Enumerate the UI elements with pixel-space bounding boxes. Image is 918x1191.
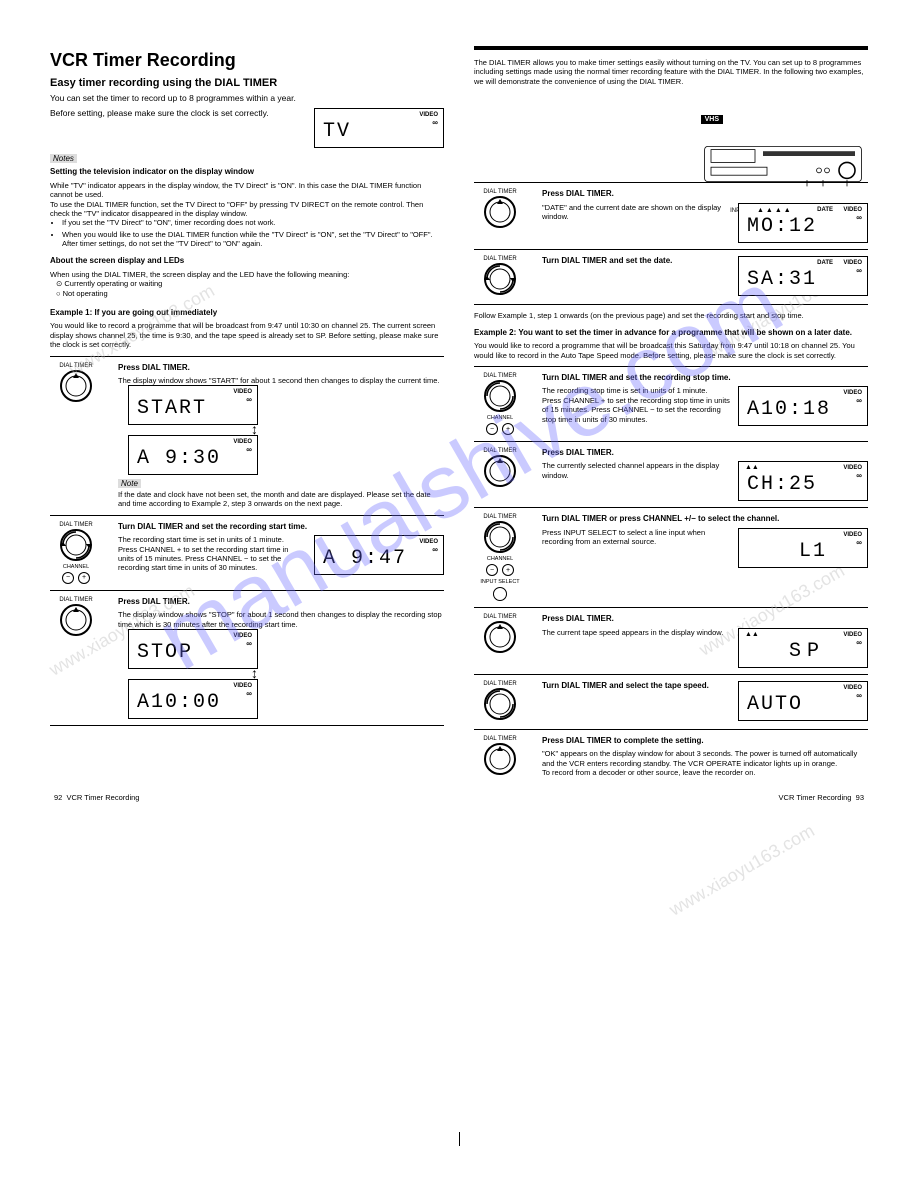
input-select-icon: [493, 587, 507, 601]
s10c: To record from a decoder or other source…: [542, 768, 868, 777]
dial-turn-icon-r2: DIAL TIMER CHANNEL −+: [474, 373, 526, 435]
vhs-badge: VHS: [701, 115, 723, 124]
lcd-tv: TV VIDEO∞: [314, 108, 444, 148]
about-bullet-1: ⊙ Currently operating or waiting: [56, 279, 444, 288]
page-number-left: 92: [54, 793, 62, 802]
dial-turn-icon-r3: DIAL TIMER CHANNEL −+ INPUT SELECT: [474, 514, 526, 601]
s1b: The display window shows "START" for abo…: [118, 376, 444, 385]
s8b: The current tape speed appears in the di…: [542, 628, 732, 668]
left-column: VCR Timer Recording Easy timer recording…: [50, 40, 444, 781]
r-step-turn-date: DIAL TIMER Turn DIAL TIMER and set the d…: [474, 256, 868, 298]
r-date-a: Press DIAL TIMER.: [542, 189, 868, 199]
ex1-heading: Example 1: If you are going out immediat…: [50, 308, 444, 318]
page: manualshive.com www.xiaoyu163.com www.xi…: [0, 0, 918, 1191]
s5c: Press CHANNEL + to set the recording sto…: [542, 396, 732, 424]
s5b: The recording stop time is set in units …: [542, 386, 732, 395]
intro-para-1: You can set the timer to record up to 8 …: [50, 93, 444, 104]
watermark-small-5: www.xiaoyu163.com: [666, 820, 819, 920]
lcd-tv-text: TV: [323, 120, 351, 143]
r-step-date: DIAL TIMER Press DIAL TIMER. "DATE" and …: [474, 189, 868, 242]
r-step-6: DIAL TIMER Press DIAL TIMER. The current…: [474, 448, 868, 501]
tvmode-note-2: When you would like to use the DIAL TIME…: [62, 230, 444, 249]
s1-note: If the date and clock have not been set,…: [118, 490, 444, 509]
ex2-body: You would like to record a programme tha…: [474, 341, 868, 360]
s6a: Press DIAL TIMER.: [542, 448, 868, 458]
dial-press-icon-r4: DIAL TIMER: [474, 736, 526, 776]
r-date-b: "DATE" and the current date are shown on…: [542, 203, 732, 243]
tvmode-note-1: If you set the "TV Direct" to "ON", time…: [62, 218, 444, 227]
dial-turn-icon-r4: DIAL TIMER: [474, 681, 526, 721]
dial-turn-icon-r1: DIAL TIMER: [474, 256, 526, 296]
r-turn-a: Turn DIAL TIMER and set the date.: [542, 256, 732, 293]
r-step-8: DIAL TIMER Press DIAL TIMER. The current…: [474, 614, 868, 667]
page-subtitle: Easy timer recording using the DIAL TIME…: [50, 77, 444, 89]
about-heading: About the screen display and LEDs: [50, 256, 444, 266]
lcd-stop: STOP VIDEO∞: [128, 629, 258, 669]
lcd-a947: A 9:47 VIDEO∞: [314, 535, 444, 575]
lcd-sa31: DATE SA:31 VIDEO∞: [738, 256, 868, 296]
page-title: VCR Timer Recording: [50, 50, 444, 71]
ch-minus-icon: −: [62, 572, 74, 584]
s8a: Press DIAL TIMER.: [542, 614, 868, 624]
s6b: The currently selected channel appears i…: [542, 461, 732, 501]
s10b: "OK" appears on the display window for a…: [542, 749, 868, 768]
right-column: The DIAL TIMER allows you to make timer …: [474, 40, 868, 781]
page-footer: 92 VCR Timer Recording VCR Timer Recordi…: [50, 793, 868, 802]
s2a: Turn DIAL TIMER and set the recording st…: [118, 522, 444, 532]
tvmode-p2: To use the DIAL TIMER function, set the …: [50, 200, 444, 219]
s7a: Turn DIAL TIMER or press CHANNEL +/− to …: [542, 514, 868, 524]
lcd-l1: L1 VIDEO∞: [738, 528, 868, 568]
lcd-sp: ▲▲ SP VIDEO∞: [738, 628, 868, 668]
lcd-start: START VIDEO∞: [128, 385, 258, 425]
r-step-10: DIAL TIMER Press DIAL TIMER to complete …: [474, 736, 868, 778]
ex1-body: You would like to record a programme tha…: [50, 321, 444, 349]
r-step-9: DIAL TIMER Turn DIAL TIMER and select th…: [474, 681, 868, 723]
s7b: Press INPUT SELECT to select a line inpu…: [542, 528, 732, 568]
dial-press-icon: DIAL TIMER: [50, 363, 102, 403]
s9: Turn DIAL TIMER and select the tape spee…: [542, 681, 732, 718]
ch-plus-icon: +: [78, 572, 90, 584]
s2b: The recording start time is set in units…: [118, 535, 306, 544]
footer-title-right: VCR Timer Recording: [779, 793, 852, 802]
step2: DIAL TIMER CHANNEL −+ Turn DIAL TIMER an…: [50, 522, 444, 584]
about-p1: When using the DIAL TIMER, the screen di…: [50, 270, 444, 279]
lcd-a1018: A10:18 VIDEO∞: [738, 386, 868, 426]
lcd-auto: AUTO VIDEO∞: [738, 681, 868, 721]
tvmode-heading: Setting the television indicator on the …: [50, 167, 444, 177]
s10a: Press DIAL TIMER to complete the setting…: [542, 736, 868, 746]
right-intro: The DIAL TIMER allows you to make timer …: [474, 58, 868, 86]
s5a: Turn DIAL TIMER and set the recording st…: [542, 373, 868, 383]
notes-badge: Notes: [50, 154, 77, 163]
page-number-right: 93: [856, 793, 864, 802]
dial-press-icon-r1: DIAL TIMER: [474, 189, 526, 229]
dial-press-icon-r3: DIAL TIMER: [474, 614, 526, 654]
s1a: Press DIAL TIMER.: [118, 363, 444, 373]
lcd-a930: A 9:30 VIDEO∞: [128, 435, 258, 475]
lcd-video-label: VIDEO∞: [419, 112, 438, 127]
dial-press-icon-2: DIAL TIMER: [50, 597, 102, 637]
lcd-ch25: ▲▲ CH:25 VIDEO∞: [738, 461, 868, 501]
lcd-a1000: A10:00 VIDEO∞: [128, 679, 258, 719]
lcd-mo12: ▲▲▲▲ DATE MO:12 VIDEO∞: [738, 203, 868, 243]
vcr-illustration: [703, 140, 863, 188]
step1: DIAL TIMER Press DIAL TIMER. The display…: [50, 363, 444, 509]
step3: DIAL TIMER Press DIAL TIMER. The display…: [50, 597, 444, 719]
s2c: Press CHANNEL + to set the recording sta…: [118, 545, 306, 573]
footer-title-left: VCR Timer Recording: [67, 793, 140, 802]
arrow-updown-2: ↕: [251, 669, 258, 679]
tvmode-notes: If you set the "TV Direct" to "ON", time…: [50, 218, 444, 248]
r-step-7: DIAL TIMER CHANNEL −+ INPUT SELECT Turn …: [474, 514, 868, 601]
notes-badge-2: Note: [118, 479, 141, 488]
r-step-5: DIAL TIMER CHANNEL −+ Turn DIAL TIMER an…: [474, 373, 868, 435]
dial-press-icon-r2: DIAL TIMER: [474, 448, 526, 488]
s3b: The display window shows "STOP" for abou…: [118, 610, 444, 629]
s3a: Press DIAL TIMER.: [118, 597, 444, 607]
about-bullet-2: ○ Not operating: [56, 289, 444, 298]
arrow-updown-1: ↕: [251, 425, 258, 435]
r-next: Follow Example 1, step 1 onwards (on the…: [474, 311, 868, 320]
ex2-heading: Example 2: You want to set the timer in …: [474, 328, 868, 338]
dial-turn-icon: DIAL TIMER CHANNEL −+: [50, 522, 102, 584]
tvmode-p1: While "TV" indicator appears in the disp…: [50, 181, 444, 200]
intro-para-2: Before setting, please make sure the clo…: [50, 108, 304, 119]
